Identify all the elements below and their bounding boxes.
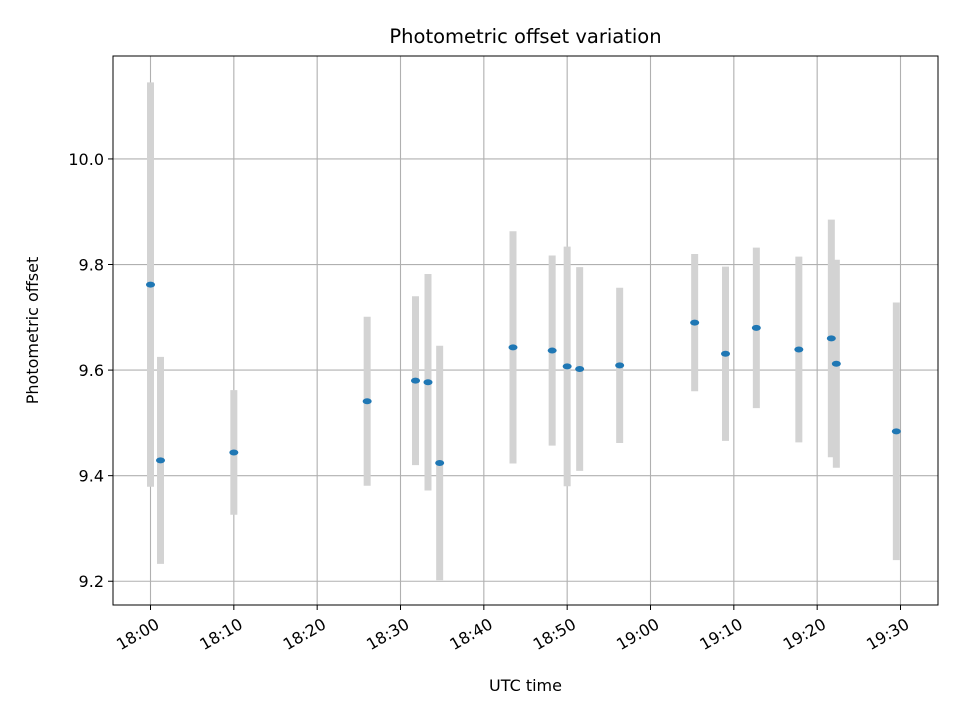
data-point	[508, 344, 518, 351]
y-axis-label: Photometric offset	[23, 257, 42, 405]
data-point	[562, 363, 572, 370]
data-point	[721, 350, 730, 357]
x-axis-label: UTC time	[489, 676, 562, 695]
y-tick-label: 9.8	[79, 256, 104, 275]
data-point	[826, 335, 836, 342]
chart-title: Photometric offset variation	[389, 25, 661, 48]
data-point	[146, 281, 155, 288]
plot-frame	[112, 55, 939, 606]
data-point	[423, 379, 433, 386]
data-point	[435, 459, 445, 466]
data-point	[575, 366, 585, 373]
y-tick-label: 9.2	[79, 572, 104, 591]
data-point	[547, 347, 557, 354]
data-point	[690, 319, 700, 326]
data-point	[831, 360, 841, 367]
y-tick-label: 9.6	[79, 361, 104, 380]
data-point	[362, 398, 372, 405]
y-tick-label: 9.4	[79, 467, 104, 486]
data-points	[146, 281, 901, 466]
data-point	[615, 362, 625, 369]
data-point	[891, 428, 901, 435]
data-point	[751, 324, 761, 331]
y-tick-label: 10.0	[68, 150, 104, 169]
data-point	[411, 377, 420, 384]
data-point	[794, 346, 804, 353]
data-point	[229, 449, 239, 456]
data-point	[156, 457, 165, 464]
